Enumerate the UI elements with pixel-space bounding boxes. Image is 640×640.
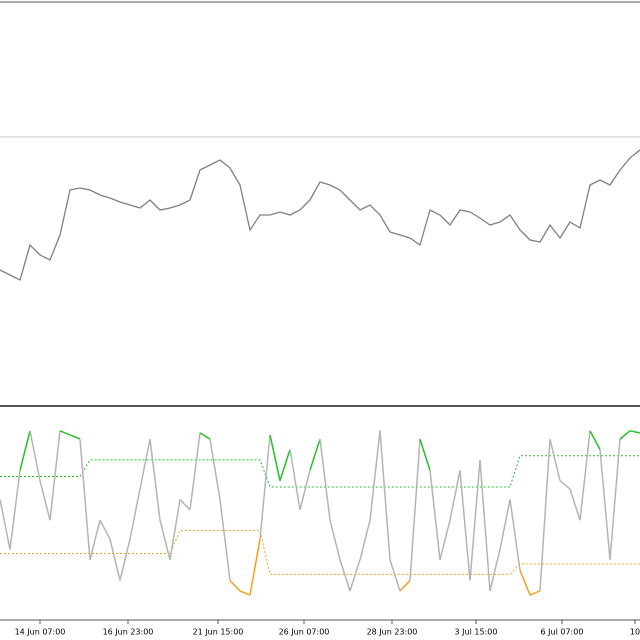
indicator-segment <box>319 439 331 521</box>
indicator-segment <box>469 459 481 581</box>
indicator-segment <box>479 459 491 592</box>
indicator-segment <box>559 480 571 490</box>
x-tick-label: 3 Jul 15:00 <box>455 628 498 637</box>
indicator-segment <box>519 569 531 596</box>
indicator-segment <box>359 520 371 560</box>
indicator-segment <box>139 438 151 490</box>
indicator-segment <box>189 432 201 510</box>
indicator-segment <box>439 520 451 560</box>
indicator-segment <box>289 449 301 510</box>
level-step-line <box>0 455 640 488</box>
indicator-segment <box>589 430 601 450</box>
indicator-segment <box>389 559 401 592</box>
indicator-segment <box>309 438 321 471</box>
indicator-segment <box>349 559 361 592</box>
indicator-segment <box>509 499 521 571</box>
price-line <box>0 149 640 281</box>
indicator-segment <box>169 499 181 560</box>
indicator-segment <box>99 519 111 540</box>
indicator-segment <box>599 449 611 560</box>
indicator-segment <box>29 430 41 481</box>
x-tick-label: 14 Jun 07:00 <box>15 628 66 637</box>
indicator-segment <box>529 590 541 596</box>
indicator-segment <box>129 488 141 540</box>
indicator-segment <box>49 430 61 521</box>
x-tick-label: 28 Jun 23:00 <box>367 628 418 637</box>
indicator-segment <box>159 520 171 560</box>
indicator-segment <box>59 430 71 436</box>
indicator-segment <box>299 470 311 511</box>
indicator-segment <box>539 439 551 592</box>
indicator-segment <box>89 520 101 560</box>
indicator-segment <box>619 430 631 440</box>
indicator-segment <box>219 499 231 581</box>
indicator-segment <box>419 438 431 471</box>
indicator-segment <box>79 439 91 560</box>
indicator-segment <box>69 434 81 440</box>
indicator-segment <box>499 499 511 550</box>
indicator-segment <box>629 430 640 434</box>
indicator-segment <box>449 470 461 521</box>
indicator-segment <box>179 498 191 511</box>
level-step-line <box>0 530 640 575</box>
indicator-segment <box>209 438 221 500</box>
indicator-segment <box>249 538 261 596</box>
indicator-segment <box>149 439 161 521</box>
indicator-segment <box>339 559 351 592</box>
indicator-segment <box>569 488 581 521</box>
indicator-segment <box>369 430 381 521</box>
x-tick-label: 16 Jun 23:00 <box>103 628 154 637</box>
indicator-segment <box>119 538 131 581</box>
x-tick-label: 6 Jul 07:00 <box>541 628 584 637</box>
x-tick-label: 26 Jun 07:00 <box>279 628 330 637</box>
indicator-segment <box>329 520 341 560</box>
indicator-segment <box>269 434 281 481</box>
indicator-segment <box>229 580 241 592</box>
indicator-segment <box>239 590 251 596</box>
indicator-segment <box>0 499 11 550</box>
indicator-segment <box>409 439 421 581</box>
x-tick-label: 21 Jun 15:00 <box>193 628 244 637</box>
x-tick-label: 10 <box>630 628 640 637</box>
indicator-segment <box>259 434 271 540</box>
indicator-segment <box>399 580 411 592</box>
indicator-segment <box>39 480 51 521</box>
indicator-segment <box>579 430 591 521</box>
indicator-segment <box>9 470 21 550</box>
indicator-segment <box>379 430 391 560</box>
indicator-segment <box>459 470 471 581</box>
indicator-segment <box>429 470 441 560</box>
indicator-segment <box>549 438 561 481</box>
indicator-segment <box>109 538 121 581</box>
indicator-segment <box>19 430 31 471</box>
indicator-segment <box>279 449 291 481</box>
indicator-segment <box>199 432 211 440</box>
indicator-segment <box>609 439 621 560</box>
indicator-segment <box>489 549 501 592</box>
